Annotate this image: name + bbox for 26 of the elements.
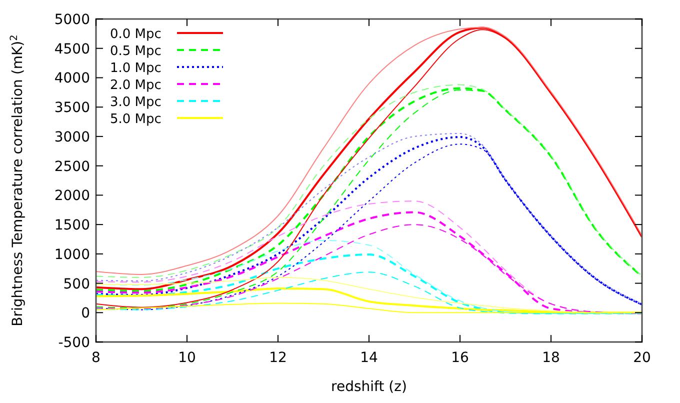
x-tick-label: 14 xyxy=(360,350,378,366)
y-tick-label: 4000 xyxy=(54,70,90,87)
y-tick-label: 0 xyxy=(81,306,90,322)
legend-label: 2.0 Mpc xyxy=(110,78,162,93)
y-tick-label: 2000 xyxy=(54,188,90,204)
y-tick-label: 1500 xyxy=(54,218,90,234)
y-tick-label: 3500 xyxy=(54,100,90,116)
x-tick-label: 10 xyxy=(178,350,196,366)
x-tick-label: 8 xyxy=(92,350,100,366)
y-tick-label: 2500 xyxy=(54,158,90,175)
x-tick-label: 18 xyxy=(542,350,560,366)
y-tick-label: 5000 xyxy=(54,12,90,28)
y-tick-label: -500 xyxy=(58,335,90,351)
x-tick-label: 12 xyxy=(269,350,287,366)
y-tick-label: 500 xyxy=(63,276,90,292)
legend-label: 3.0 Mpc xyxy=(110,95,162,110)
x-tick-label: 16 xyxy=(451,350,469,366)
legend-label: 0.0 Mpc xyxy=(110,27,162,42)
y-tick-label: 3000 xyxy=(54,129,90,146)
y-tick-label: 1000 xyxy=(54,246,90,263)
x-tick-label: 20 xyxy=(633,350,651,366)
legend-label: 0.5 Mpc xyxy=(110,44,162,59)
y-tick-label: 4500 xyxy=(54,41,90,58)
legend-label: 5.0 Mpc xyxy=(110,112,162,127)
legend-label: 1.0 Mpc xyxy=(110,61,162,76)
x-axis-title: redshift (z) xyxy=(331,379,407,395)
